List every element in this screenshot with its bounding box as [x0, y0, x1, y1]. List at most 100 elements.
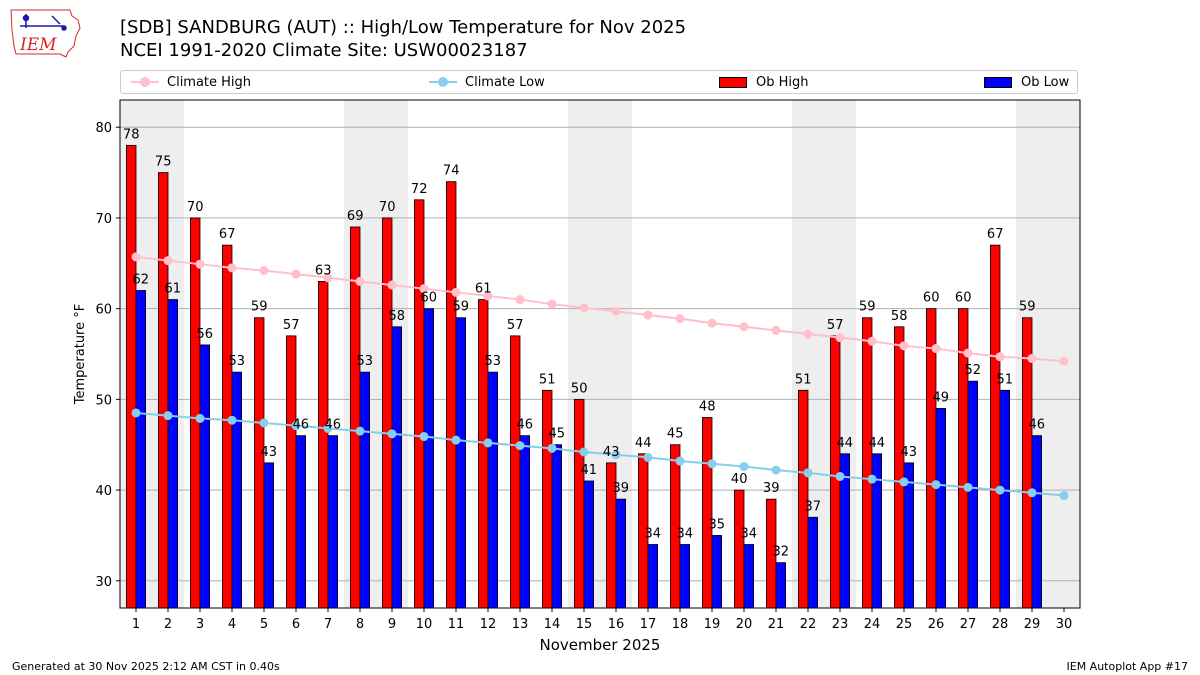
- climate-low-point: [547, 443, 557, 453]
- x-tick-label: 6: [292, 617, 300, 632]
- ob-low-label: 56: [197, 327, 214, 342]
- climate-low-point: [259, 418, 269, 428]
- ob-high-bar: [734, 489, 745, 609]
- ob-high-label: 45: [667, 427, 684, 442]
- climate-high-point: [899, 341, 909, 351]
- ob-high-label: 59: [859, 300, 876, 315]
- climate-high-point: [835, 333, 845, 343]
- ob-low-label: 45: [549, 427, 566, 442]
- x-tick-label: 23: [832, 617, 849, 632]
- ob-high-bar: [894, 326, 905, 609]
- ob-low-label: 32: [773, 545, 790, 560]
- climate-high-point: [643, 310, 653, 320]
- generated-timestamp: Generated at 30 Nov 2025 2:12 AM CST in …: [12, 660, 280, 673]
- ob-low-label: 49: [933, 390, 950, 405]
- climate-high-point: [259, 266, 269, 276]
- ob-high-label: 59: [1019, 300, 1036, 315]
- chart-title: [SDB] SANDBURG (AUT) :: High/Low Tempera…: [120, 17, 687, 38]
- climate-low-point: [483, 438, 493, 448]
- climate-low-point: [579, 447, 589, 457]
- x-tick-label: 26: [928, 617, 945, 632]
- x-tick-label: 13: [512, 617, 529, 632]
- climate-low-point: [515, 441, 525, 451]
- climate-low-point: [867, 474, 877, 484]
- ob-low-bar: [647, 544, 659, 609]
- x-tick-label: 29: [1024, 617, 1041, 632]
- climate-high-point: [291, 269, 301, 279]
- ob-high-label: 69: [347, 209, 364, 224]
- ob-high-bar: [830, 335, 841, 609]
- x-tick-label: 19: [704, 617, 721, 632]
- ob-low-bar: [551, 444, 563, 609]
- legend-label: Ob Low: [1021, 74, 1070, 90]
- chart-legend: Climate High Climate Low Ob High Ob Low: [120, 70, 1078, 94]
- ob-low-bar: [455, 317, 467, 609]
- legend-label: Ob High: [756, 74, 809, 90]
- climate-low-point: [771, 465, 781, 475]
- ob-low-bar: [519, 435, 531, 609]
- climate-low-line: [135, 411, 1065, 497]
- legend-climate-low: Climate Low: [429, 71, 545, 93]
- ob-low-label: 39: [613, 481, 630, 496]
- ob-high-label: 70: [379, 200, 396, 215]
- ob-high-label: 40: [731, 472, 748, 487]
- ob-low-label: 59: [453, 300, 470, 315]
- ob-high-label: 60: [955, 291, 972, 306]
- climate-low-point: [451, 435, 461, 445]
- ob-low-bar: [391, 326, 403, 609]
- y-axis-label: Temperature °F: [73, 304, 88, 405]
- climate-low-point: [163, 411, 173, 421]
- ob-low-label: 41: [581, 463, 598, 478]
- climate-high-point: [1027, 354, 1037, 364]
- ob-high-label: 44: [635, 436, 652, 451]
- ob-high-label: 70: [187, 200, 204, 215]
- climate-high-point: [739, 322, 749, 332]
- ob-high-label: 61: [475, 282, 492, 297]
- x-tick-label: 27: [960, 617, 977, 632]
- climate-low-point: [195, 413, 205, 423]
- ob-high-label: 63: [315, 263, 332, 278]
- ob-high-label: 59: [251, 300, 268, 315]
- x-tick-label: 28: [992, 617, 1009, 632]
- ob-high-label: 67: [987, 227, 1004, 242]
- ob-low-label: 61: [165, 282, 182, 297]
- climate-high-point: [803, 329, 813, 339]
- climate-low-point: [995, 485, 1005, 495]
- climate-low-point: [387, 429, 397, 439]
- climate-high-point: [579, 303, 589, 313]
- ob-low-label: 51: [997, 372, 1014, 387]
- ob-high-bar: [317, 281, 329, 609]
- ob-high-label: 60: [923, 291, 940, 306]
- climate-high-line: [135, 255, 1065, 363]
- ob-low-label: 53: [485, 354, 502, 369]
- x-axis-label: November 2025: [540, 636, 661, 654]
- ob-high-label: 57: [507, 318, 524, 333]
- ob-low-bar: [1031, 435, 1043, 609]
- ob-high-label: 39: [763, 481, 780, 496]
- ob-low-bar: [263, 462, 275, 609]
- y-tick-label: 80: [95, 121, 112, 136]
- climate-low-point: [1027, 488, 1037, 498]
- ob-high-bar: [413, 199, 425, 609]
- ob-high-bar: [126, 144, 137, 609]
- ob-low-bar: [359, 371, 371, 609]
- climate-high-point: [963, 348, 973, 358]
- ob-low-label: 52: [965, 363, 982, 378]
- plot-frame: [119, 99, 1081, 609]
- x-tick-label: 4: [228, 617, 236, 632]
- ob-low-bar: [775, 562, 787, 609]
- ob-low-bar: [935, 408, 947, 609]
- ob-low-label: 43: [901, 445, 918, 460]
- ob-low-label: 46: [325, 418, 342, 433]
- x-tick-label: 7: [324, 617, 332, 632]
- x-tick-label: 24: [864, 617, 881, 632]
- weather-station-icon: [20, 14, 67, 31]
- climate-low-point: [643, 452, 653, 462]
- ob-low-label: 62: [133, 273, 150, 288]
- climate-high-point: [707, 318, 717, 328]
- logo-text: IEM: [19, 35, 57, 55]
- climate-high-point: [163, 256, 173, 266]
- climate-high-point: [931, 344, 941, 354]
- x-tick-label: 8: [356, 617, 364, 632]
- ob-high-bar: [157, 172, 169, 609]
